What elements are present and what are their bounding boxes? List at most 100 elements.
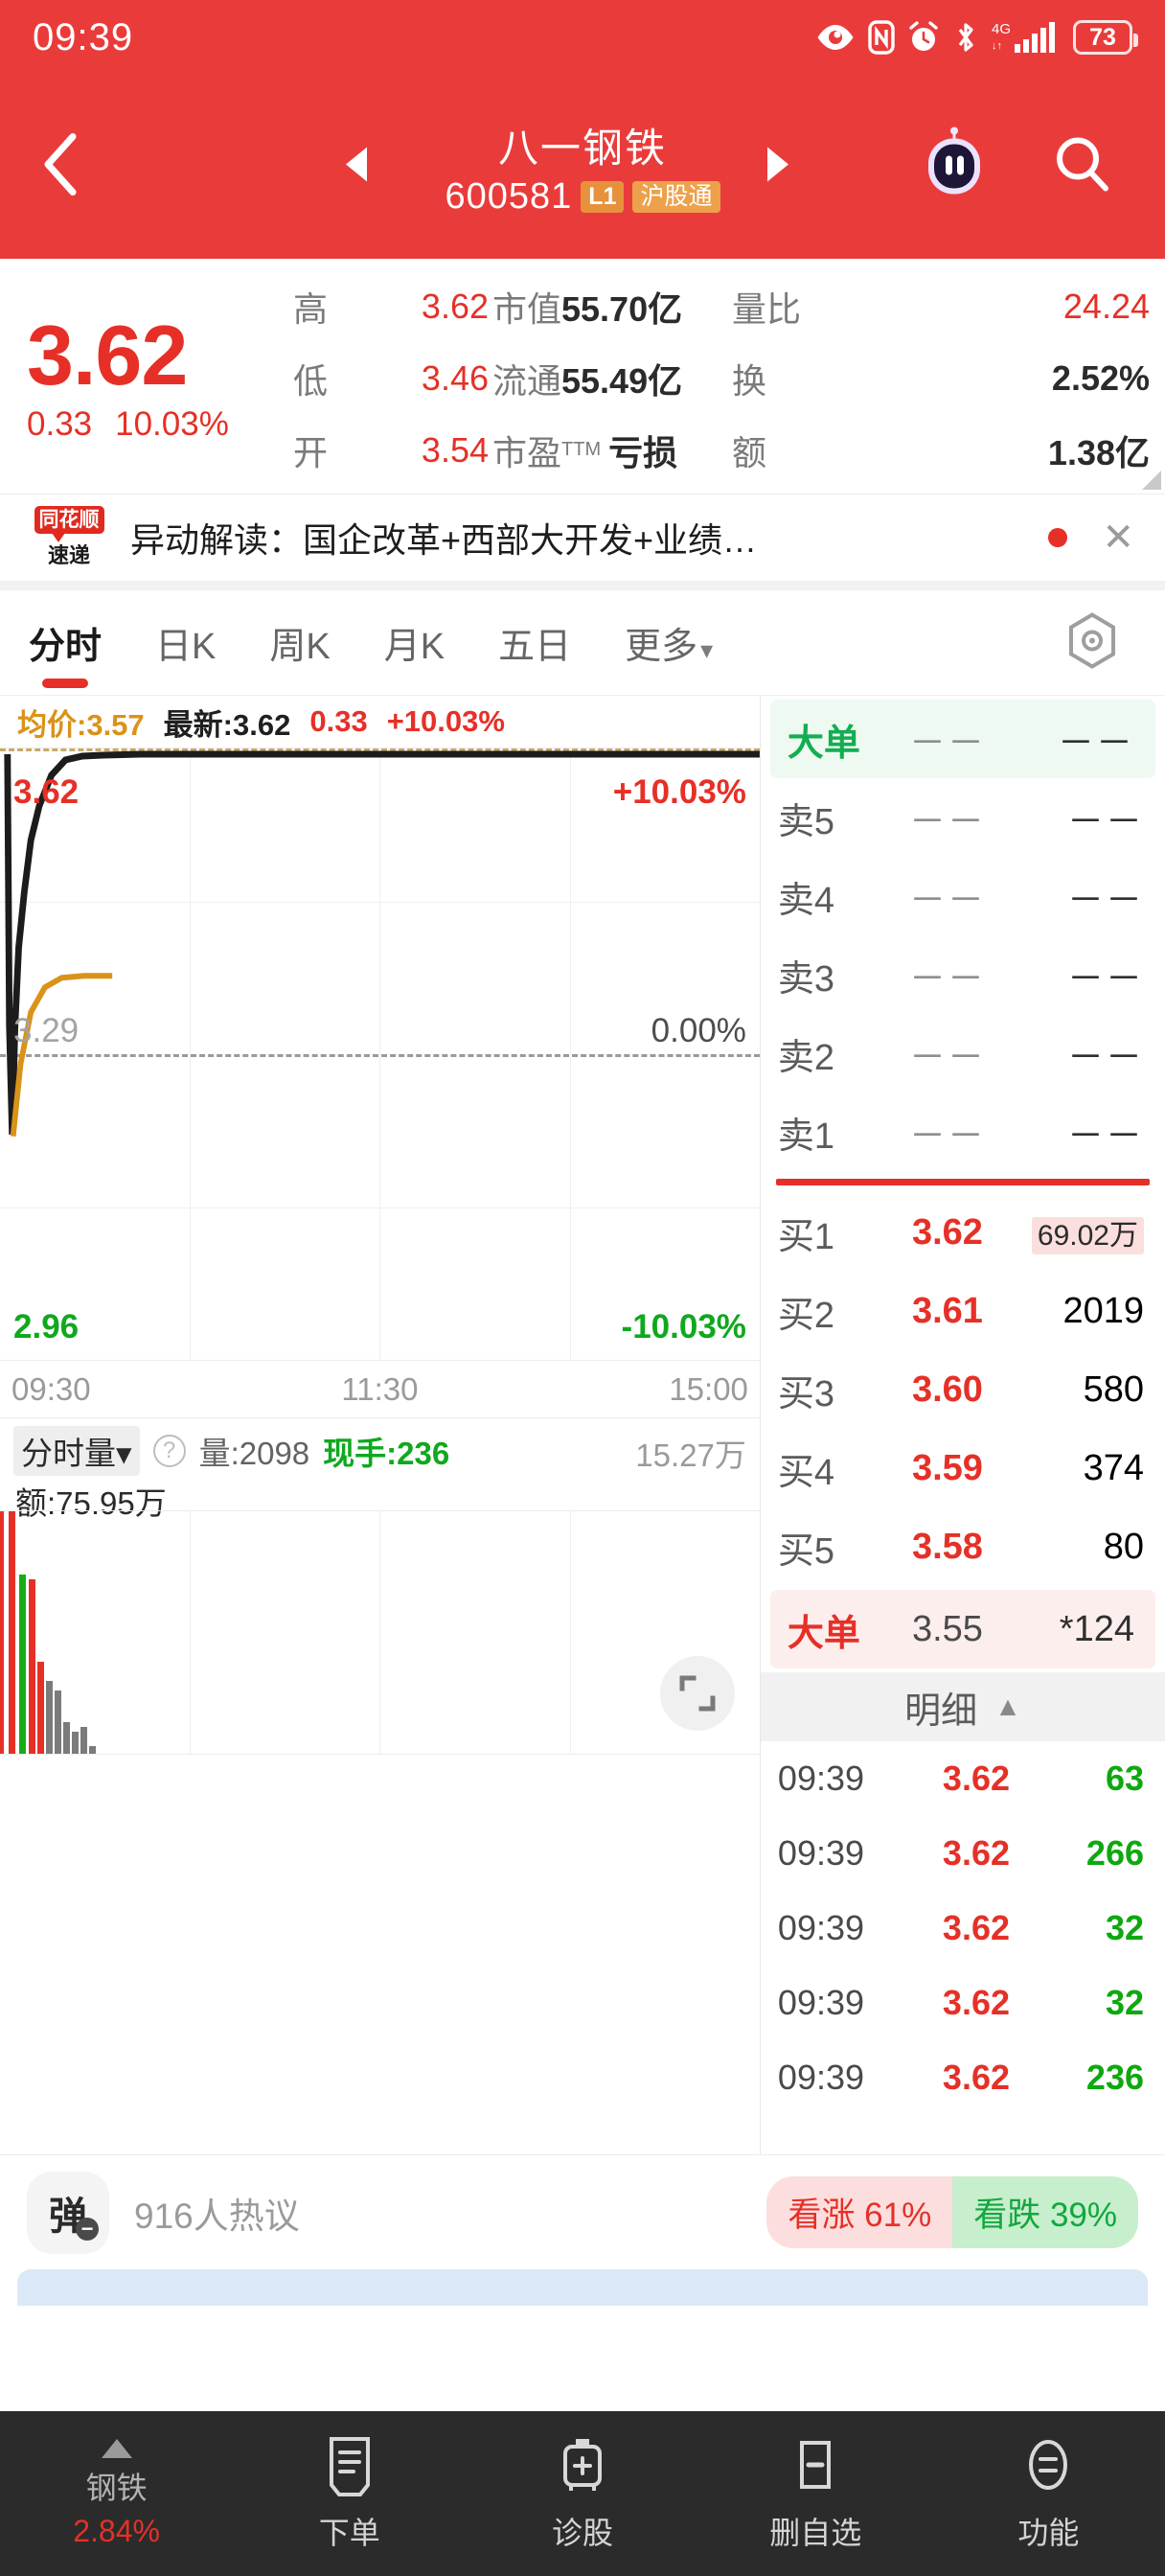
news-text[interactable]: 异动解读：国企改革+西部大开发+业绩… (130, 520, 758, 560)
turnover-label: 换 (732, 360, 767, 401)
big-order-vol: －－ (1057, 723, 1134, 764)
sentiment-bar: 看涨 61% 看跌 39% (766, 2176, 1138, 2248)
tick-price: 3.62 (942, 1833, 1010, 1873)
bluetooth-icon (952, 20, 979, 55)
tick-vol: 63 (1105, 1759, 1144, 1798)
ask-row-3[interactable]: 卖3 －－ －－ (761, 935, 1165, 1014)
order-book: 大单 －－ －－ 卖5 －－ －－ 卖4 －－ －－ 卖3 －－ －－ 卖2 －… (759, 696, 1165, 2154)
chart-column: 均价:3.57 最新:3.62 0.33 +10.03% 3.62 +10.03… (0, 696, 760, 2154)
bid-row-3[interactable]: 买3 3.60 580 (761, 1350, 1165, 1429)
nav-function[interactable]: 功能 (932, 2435, 1165, 2553)
chart-and-book: 均价:3.57 最新:3.62 0.33 +10.03% 3.62 +10.03… (0, 696, 1165, 2154)
discussion-count[interactable]: 916人热议 (134, 2196, 300, 2236)
avatar[interactable]: 弹 − (27, 2171, 109, 2254)
remove-watchlist-icon (788, 2435, 843, 2503)
price-line-svg (4, 750, 760, 1138)
amount-value: 1.38亿 (1047, 432, 1150, 472)
quote-panel: 3.62 0.33 10.03% 高 3.62 市值 55.70亿 量比 24.… (0, 259, 1165, 494)
news-banner[interactable]: 同花顺 速递 异动解读：国企改革+西部大开发+业绩… ✕ (0, 494, 1165, 590)
price-change-block: 0.33 10.03% (27, 405, 229, 444)
ask-row-2[interactable]: 卖2 －－ －－ (761, 1014, 1165, 1092)
tick-time: 09:39 (777, 1908, 865, 1947)
chart-legend: 均价:3.57 最新:3.62 0.33 +10.03% (0, 696, 760, 748)
price-chart[interactable]: 3.62 +10.03% 3.29 0.00% 2.96 -10.03% (0, 748, 760, 1361)
status-bar: 09:39 4G ↓↑ 73 (0, 0, 1165, 75)
tab-monthk[interactable]: 月K (384, 616, 445, 669)
tick-vol: 32 (1105, 1983, 1144, 2022)
chart-settings-icon[interactable] (1065, 611, 1119, 674)
nav-order[interactable]: 下单 (233, 2435, 466, 2553)
tab-label: 分时 (29, 627, 103, 667)
eye-icon (815, 23, 856, 52)
big-order-vol: *124 (1059, 1608, 1134, 1649)
y-axis-bottom-price: 2.96 (13, 1308, 80, 1346)
ask-price: －－ (908, 1037, 986, 1078)
bullish-button[interactable]: 看涨 61% (766, 2176, 953, 2248)
bid-vol: 2019 (1062, 1290, 1144, 1331)
open-label: 开 (293, 432, 329, 472)
big-order-bid-row[interactable]: 大单 3.55 *124 (769, 1590, 1155, 1668)
fullscreen-icon[interactable] (659, 1656, 735, 1731)
sector-change: 2.84% (73, 2513, 160, 2548)
nav-diagnose[interactable]: 诊股 (466, 2435, 698, 2553)
chart-tabs: 分时 日K 周K 月K 五日 更多 ▾ (0, 590, 1165, 696)
next-arrow-icon[interactable] (762, 144, 794, 191)
prev-arrow-icon[interactable] (340, 144, 373, 191)
back-chevron-icon[interactable] (38, 131, 84, 203)
tick-row[interactable]: 09:39 3.62 32 (761, 1966, 1165, 2040)
chevron-down-icon: ▾ (700, 635, 714, 664)
price-change: 0.33 (27, 404, 93, 443)
tick-row[interactable]: 09:39 3.62 266 (761, 1816, 1165, 1891)
stock-title-block: 八一钢铁 600581 L1 沪股通 (0, 75, 1165, 259)
search-icon[interactable] (1053, 135, 1112, 199)
ai-robot-icon[interactable] (921, 126, 988, 207)
avg-price-legend: 均价:3.57 (17, 707, 145, 742)
bid-row-4[interactable]: 买4 3.59 374 (761, 1429, 1165, 1507)
tick-vol: 266 (1085, 1833, 1144, 1873)
ask-row-5[interactable]: 卖5 －－ －－ (761, 778, 1165, 857)
stock-code-row: 600581 L1 沪股通 (445, 176, 720, 218)
detail-header[interactable]: 明细 ▲ (760, 1672, 1165, 1741)
big-order-ask-row[interactable]: 大单 －－ －－ (769, 700, 1155, 778)
big-order-price: －－ (908, 723, 986, 764)
function-icon (1020, 2435, 1076, 2503)
ask-row-1[interactable]: 卖1 －－ －－ (761, 1092, 1165, 1171)
tab-fenshi[interactable]: 分时 (29, 616, 102, 669)
tick-price: 3.62 (942, 1983, 1010, 2022)
bearish-button[interactable]: 看跌 39% (952, 2176, 1138, 2248)
bid-label: 买3 (777, 1373, 835, 1414)
chevron-down-icon: ▾ (116, 1436, 132, 1471)
volume-total: 量:2098 (198, 1436, 310, 1471)
nav-remove-watchlist[interactable]: 删自选 (699, 2435, 932, 2553)
low-value: 3.46 (421, 357, 489, 398)
tick-row[interactable]: 09:39 3.62 32 (761, 1891, 1165, 1966)
volume-axis-marker (0, 1511, 4, 1754)
tab-more[interactable]: 更多 ▾ (625, 616, 713, 669)
volume-header-row: 分时量▾ ? 量:2098 现手:236 (13, 1426, 760, 1476)
bid-row-2[interactable]: 买2 3.61 2019 (761, 1272, 1165, 1350)
bid-row-5[interactable]: 买5 3.58 80 (761, 1507, 1165, 1586)
tab-fiveday[interactable]: 五日 (498, 616, 571, 669)
tab-dayk[interactable]: 日K (155, 616, 216, 669)
big-order-price: 3.55 (911, 1608, 983, 1649)
bid-vol: 69.02万 (1031, 1216, 1144, 1254)
tick-row[interactable]: 09:39 3.62 236 (761, 2040, 1165, 2115)
nav-sector[interactable]: 钢铁 2.84% (0, 2438, 233, 2549)
volume-indicator-selector[interactable]: 分时量▾ (13, 1426, 140, 1476)
tick-row[interactable]: 09:39 3.62 63 (761, 1741, 1165, 1816)
ask-label: 卖1 (777, 1116, 835, 1157)
question-icon[interactable]: ? (152, 1435, 186, 1467)
big-order-label: 大单 (787, 723, 860, 764)
ask-row-4[interactable]: 卖4 －－ －－ (761, 857, 1165, 935)
ask-vol: －－ (1066, 1116, 1144, 1157)
tick-price: 3.62 (942, 2058, 1010, 2097)
expand-corner-icon[interactable] (1142, 471, 1161, 490)
ask-price: －－ (908, 958, 986, 1000)
tick-price: 3.62 (942, 1908, 1010, 1947)
ths-logo: 同花顺 速递 (25, 505, 113, 569)
signal-icon: 4G ↓↑ (992, 19, 1061, 56)
close-icon[interactable]: ✕ (1102, 517, 1134, 559)
tab-weekk[interactable]: 周K (269, 616, 330, 669)
volume-chart[interactable] (0, 1510, 760, 1755)
bid-row-1[interactable]: 买1 3.62 69.02万 (761, 1193, 1165, 1272)
